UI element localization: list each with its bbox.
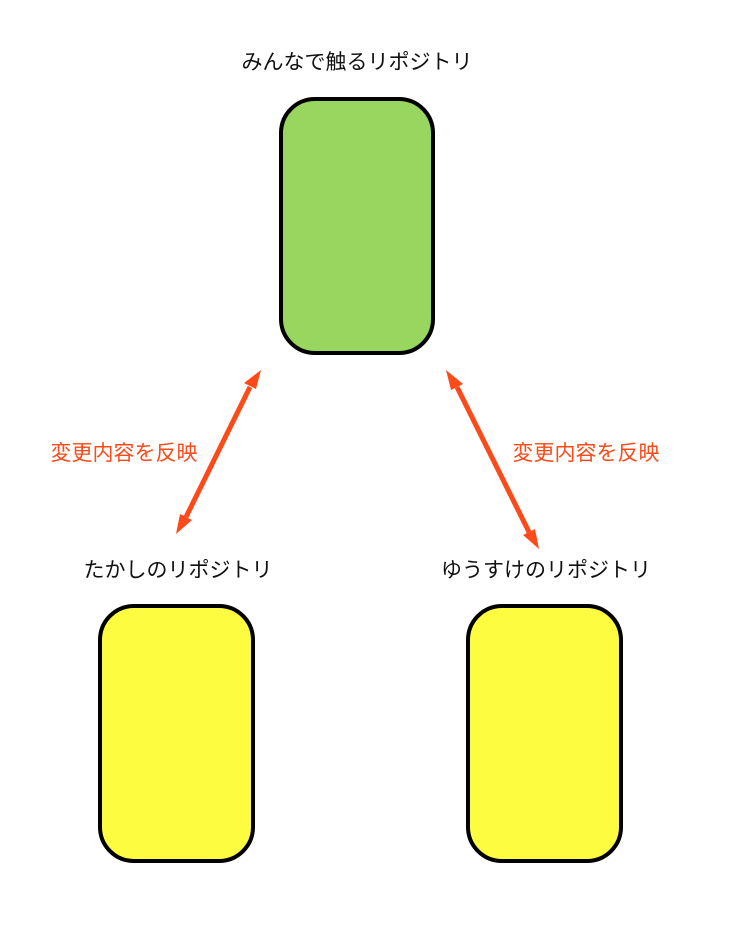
takashi-repo-label: たかしのリポジトリ xyxy=(83,558,273,582)
right-double-arrow xyxy=(446,370,539,549)
takashi-repo-box xyxy=(98,604,255,863)
yusuke-repo-label: ゆうすけのリポジトリ xyxy=(441,558,651,582)
left-arrow-label: 変更内容を反映 xyxy=(50,441,198,465)
right-arrow-label: 変更内容を反映 xyxy=(512,441,660,465)
shared-repo-label: みんなで触るリポジトリ xyxy=(241,50,473,74)
shared-repo-box xyxy=(279,97,435,355)
left-double-arrow xyxy=(176,370,261,534)
yusuke-repo-box xyxy=(466,604,623,863)
